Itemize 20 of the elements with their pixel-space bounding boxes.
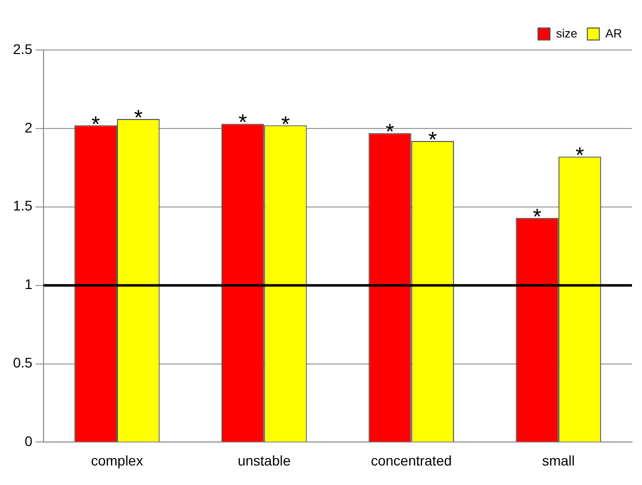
y-tick-label: 2: [24, 119, 33, 136]
y-tick-label: 1: [24, 276, 33, 292]
y-tick-label: 0.5: [12, 354, 33, 371]
x-tick-label: concentrated: [370, 452, 452, 468]
annotation: *: [91, 111, 100, 136]
annotation: *: [532, 204, 542, 229]
legend-label: size: [556, 26, 578, 40]
annotation: *: [428, 126, 438, 152]
x-tick-label: unstable: [238, 452, 291, 468]
legend-label: AR: [605, 26, 622, 40]
y-tick-label: 2.5: [12, 40, 33, 57]
x-tick-label: small: [542, 452, 575, 468]
annotation: *: [238, 110, 248, 135]
y-tick-label: 0: [24, 433, 33, 450]
annotation: *: [281, 111, 290, 136]
annotation: *: [386, 119, 395, 144]
x-tick-label: complex: [90, 452, 144, 468]
annotation: *: [134, 105, 144, 130]
y-tick-label: 1.5: [12, 198, 33, 214]
annotation: *: [575, 142, 584, 168]
